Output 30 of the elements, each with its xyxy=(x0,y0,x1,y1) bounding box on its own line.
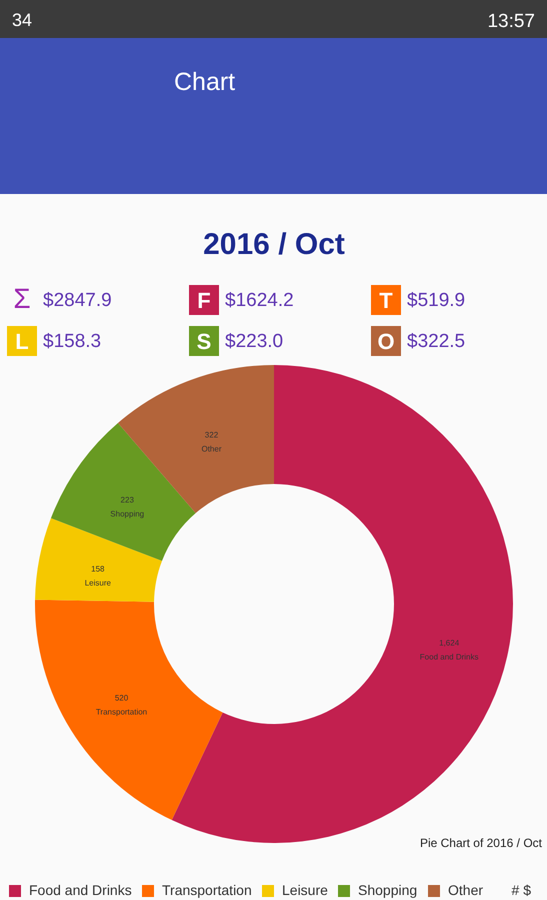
slice-label: Leisure xyxy=(84,578,112,588)
slice-label: Transportation xyxy=(96,708,148,717)
text: L $158.3 xyxy=(15,329,102,354)
text: O $322.5 xyxy=(377,329,466,354)
chart-title: 2016 / Oct xyxy=(203,228,345,261)
legend-label: Shopping xyxy=(358,882,418,898)
donut-slice xyxy=(35,518,162,602)
legend-label: Leisure xyxy=(282,882,328,898)
text: 34 xyxy=(12,10,32,30)
slice-label: Other xyxy=(201,444,222,454)
slice-label: Food and Drinks xyxy=(420,652,478,662)
data-label: 520 xyxy=(114,694,129,703)
data-label: 158 xyxy=(91,564,106,574)
donut-slice xyxy=(50,422,196,561)
text: 13:57 xyxy=(487,11,535,32)
slice-label: Shopping xyxy=(110,510,144,519)
legend-label: Food and Drinks xyxy=(29,882,132,898)
text: Pie Chart of 2016 / Oct xyxy=(420,836,543,850)
legend-label: Transportation xyxy=(162,882,252,898)
text: T $519.9 xyxy=(379,288,466,313)
text: Chart xyxy=(174,68,236,96)
data-label: 223 xyxy=(120,496,134,505)
legend-label: Other xyxy=(448,882,484,898)
text: Σ $2847.9 xyxy=(13,283,112,314)
data-label: 1,624 xyxy=(439,638,460,648)
data-label: 322 xyxy=(204,430,219,440)
text: S $223.0 xyxy=(196,329,284,354)
donut-slice xyxy=(35,600,223,820)
text: F $1624.2 xyxy=(197,288,294,313)
text: # $ xyxy=(512,882,532,898)
